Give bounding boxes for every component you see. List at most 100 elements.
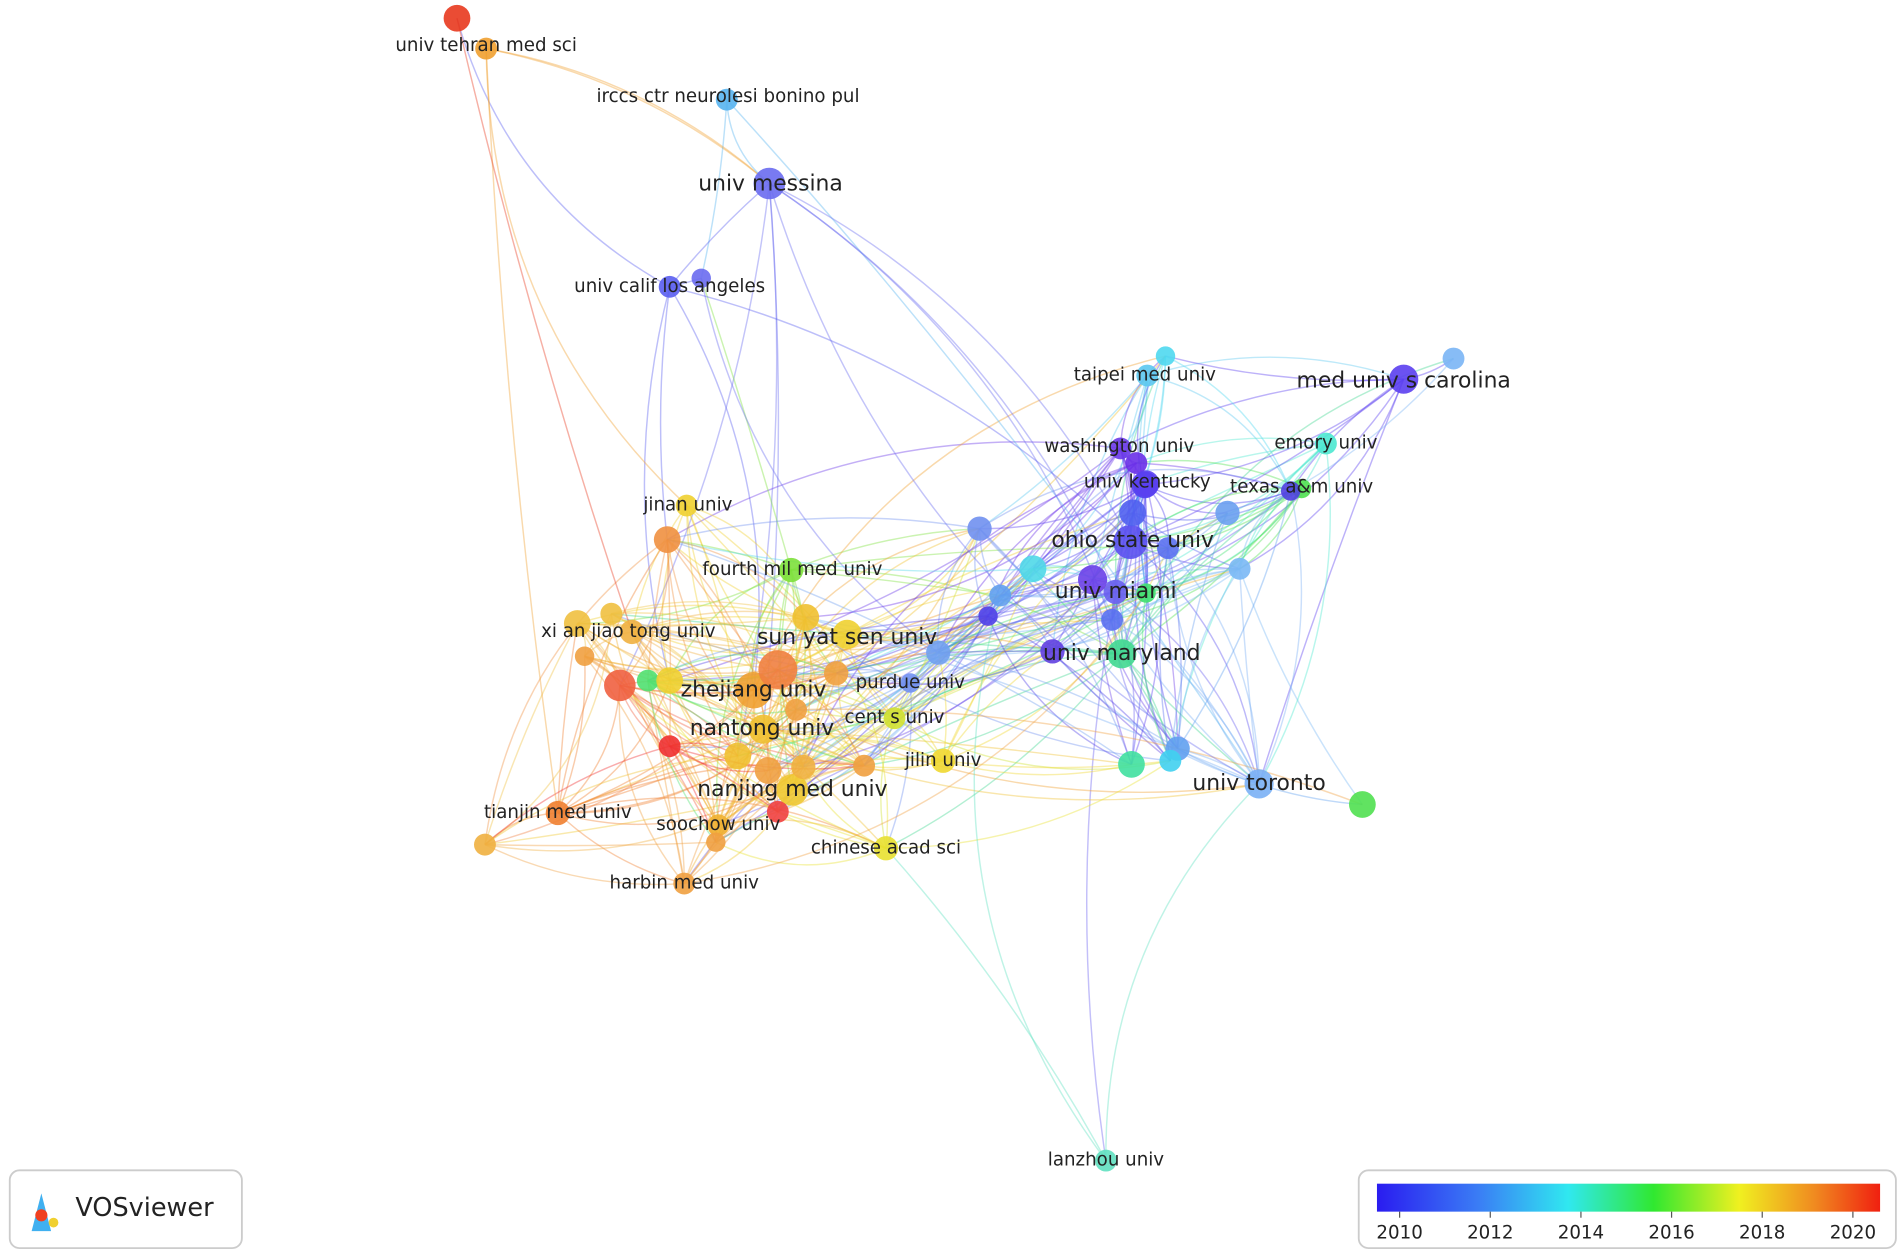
node-label: fourth mil med univ: [702, 559, 882, 580]
link: [631, 631, 779, 813]
link: [894, 592, 1147, 719]
link: [979, 375, 1148, 530]
link: [762, 527, 980, 730]
link: [619, 684, 865, 767]
link: [456, 18, 671, 288]
node: [675, 494, 698, 517]
node: [1119, 499, 1147, 527]
link: [1129, 541, 1260, 784]
link: [717, 757, 944, 826]
node: [900, 673, 921, 693]
link: [619, 684, 887, 849]
link: [885, 760, 1171, 850]
link: [647, 635, 939, 682]
link: [700, 278, 792, 571]
link: [619, 539, 669, 686]
link: [669, 447, 1121, 682]
link: [790, 527, 980, 571]
link: [631, 592, 1147, 651]
link: [1132, 490, 1292, 521]
link: [456, 18, 633, 633]
link: [577, 622, 837, 674]
link: [768, 183, 1260, 785]
link: [791, 650, 1053, 791]
node-label: sun yat sen univ: [757, 625, 937, 650]
link: [584, 655, 837, 685]
link: [669, 541, 1131, 682]
link: [937, 528, 981, 653]
node: [1136, 364, 1159, 387]
node: [1019, 555, 1047, 583]
link: [683, 709, 797, 885]
link: [666, 539, 804, 768]
link: [1147, 356, 1404, 380]
node-label: xi an jiao tong univ: [541, 621, 716, 642]
link: [686, 505, 739, 756]
link: [666, 441, 1121, 541]
node: [658, 735, 681, 758]
node-label: washington univ: [1044, 436, 1194, 457]
color-bar: [1376, 1183, 1881, 1212]
link: [1000, 512, 1228, 597]
link: [668, 680, 779, 813]
link: [767, 569, 806, 771]
node: [832, 619, 862, 649]
link: [791, 569, 1001, 597]
link: [631, 610, 806, 633]
node-label: jinan univ: [642, 495, 732, 516]
node: [1103, 579, 1128, 604]
link: [937, 651, 1132, 766]
link: [557, 685, 621, 814]
link: [631, 631, 719, 826]
link: [777, 595, 1001, 813]
link: [717, 528, 981, 826]
link: [484, 789, 793, 846]
link: [763, 728, 1132, 766]
link: [1159, 547, 1172, 761]
link: [1091, 579, 1260, 785]
node-label: univ maryland: [1043, 641, 1200, 666]
node-label: med univ s carolina: [1297, 369, 1511, 394]
link: [647, 680, 719, 826]
link: [686, 505, 837, 674]
link: [669, 745, 779, 813]
link: [1258, 490, 1303, 785]
brand-box[interactable]: VOSviewer: [8, 1169, 243, 1250]
link: [1130, 490, 1291, 543]
link: [631, 616, 848, 636]
node: [792, 603, 820, 631]
link: [577, 616, 806, 626]
link: [1121, 490, 1292, 655]
link: [1115, 490, 1292, 593]
link: [611, 600, 806, 619]
link: [736, 569, 792, 756]
link: [484, 538, 668, 845]
link: [1136, 437, 1327, 464]
link: [910, 592, 1147, 684]
nodes: [443, 4, 1465, 1172]
link: [486, 47, 770, 185]
link: [557, 766, 804, 826]
link: [942, 760, 1132, 776]
node: [1244, 769, 1274, 799]
link: [557, 812, 685, 885]
legend-tick-label: 2016: [1648, 1223, 1694, 1244]
node: [563, 610, 591, 637]
node: [443, 4, 471, 32]
link: [885, 682, 913, 849]
link: [1121, 488, 1303, 655]
node: [1125, 452, 1148, 474]
link: [667, 538, 807, 618]
legend-tick-label: 2014: [1558, 1223, 1604, 1244]
node: [658, 275, 681, 298]
link: [1130, 483, 1163, 765]
link: [1115, 378, 1405, 593]
brand-icon-dot: [48, 1217, 59, 1228]
link: [557, 672, 837, 814]
link: [584, 633, 848, 671]
link: [1091, 579, 1179, 750]
link: [802, 462, 1137, 768]
link: [1000, 592, 1147, 598]
link: [1145, 488, 1303, 594]
